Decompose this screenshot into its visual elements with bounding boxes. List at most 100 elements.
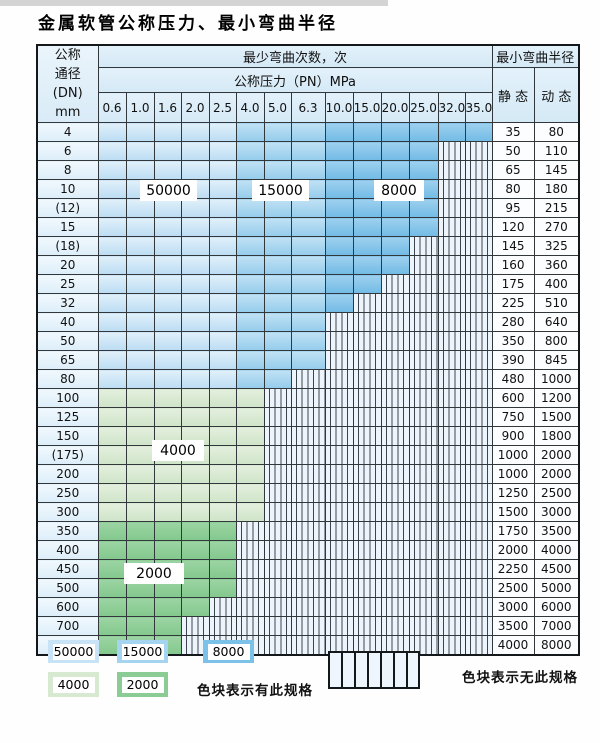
cycles-cell-15000 xyxy=(235,141,265,161)
cycles-cell-50000 xyxy=(180,122,210,142)
cycles-cell-4000 xyxy=(125,502,155,522)
dn-cell: (12) xyxy=(36,198,99,218)
cycles-cell-50000 xyxy=(125,160,155,180)
cycles-cell-15000 xyxy=(290,331,326,351)
no-spec-cell xyxy=(437,217,466,237)
no-spec-cell xyxy=(324,559,354,579)
cycles-cell-8000 xyxy=(352,122,382,142)
cycles-cell-50000 xyxy=(125,122,155,142)
no-spec-cell xyxy=(290,616,326,636)
table-row-dn-125: 125 750 1500 xyxy=(36,407,580,427)
no-spec-cell xyxy=(437,445,466,465)
no-spec-cell xyxy=(408,293,439,313)
dn-cell: (18) xyxy=(36,236,99,256)
table-row-dn-32: 32 225 510 xyxy=(36,293,580,313)
pressure-tick-15.0: 15.0 xyxy=(352,92,382,123)
cycles-cell-50000 xyxy=(180,141,210,161)
cycles-cell-2000 xyxy=(97,521,127,541)
static-radius-cell: 2000 xyxy=(491,540,535,560)
cycles-cell-4000 xyxy=(97,483,127,503)
no-spec-cell xyxy=(352,312,382,332)
no-spec-cell xyxy=(464,597,493,617)
dn-cell: (175) xyxy=(36,445,99,465)
pressure-tick-1.6: 1.6 xyxy=(153,92,182,123)
cycles-cell-50000 xyxy=(125,331,155,351)
no-spec-cell xyxy=(208,597,237,617)
pressure-tick-35.0: 35.0 xyxy=(464,92,493,123)
no-spec-cell xyxy=(464,578,493,598)
dn-cell: 15 xyxy=(36,217,99,237)
cycles-cell-2000 xyxy=(125,521,155,541)
static-radius-cell: 600 xyxy=(491,388,535,408)
cycles-cell-2000 xyxy=(180,540,210,560)
cycles-cell-8000 xyxy=(408,141,439,161)
zone-label-50000: 50000 xyxy=(140,180,197,201)
cycles-cell-50000 xyxy=(97,179,127,199)
no-spec-cell xyxy=(437,255,466,275)
cycles-cell-4000 xyxy=(180,483,210,503)
dynamic-radius-cell: 4500 xyxy=(533,559,580,579)
cycles-cell-15000 xyxy=(235,274,265,294)
pressure-tick-10.0: 10.0 xyxy=(324,92,354,123)
cycles-cell-50000 xyxy=(180,369,210,389)
cycles-cell-50000 xyxy=(125,198,155,218)
cycles-cell-50000 xyxy=(180,312,210,332)
dn-cell: 8 xyxy=(36,160,99,180)
static-radius-cell: 1750 xyxy=(491,521,535,541)
no-spec-cell xyxy=(464,312,493,332)
no-spec-cell xyxy=(437,198,466,218)
no-spec-cell xyxy=(408,350,439,370)
cycles-cell-50000 xyxy=(153,198,182,218)
no-spec-cell xyxy=(408,388,439,408)
no-spec-cell xyxy=(290,635,326,656)
legend-swatch-8000: 8000 xyxy=(203,640,254,663)
no-spec-cell xyxy=(464,236,493,256)
no-spec-cell xyxy=(464,407,493,427)
cycles-cell-50000 xyxy=(180,198,210,218)
pressure-tick-4.0: 4.0 xyxy=(235,92,265,123)
cycles-cell-8000 xyxy=(324,198,354,218)
dn-cell: 600 xyxy=(36,597,99,617)
static-radius-cell: 1000 xyxy=(491,445,535,465)
no-spec-cell xyxy=(408,635,439,656)
no-spec-cell xyxy=(324,312,354,332)
no-spec-cell xyxy=(263,483,292,503)
no-spec-cell xyxy=(380,312,410,332)
dn-header-line1: 公称 xyxy=(54,48,81,63)
no-spec-cell xyxy=(408,578,439,598)
table-row-dn-12: (12) 95 215 xyxy=(36,198,580,218)
no-spec-cell xyxy=(263,635,292,656)
dynamic-radius-cell: 360 xyxy=(533,255,580,275)
cycles-cell-4000 xyxy=(208,502,237,522)
cycles-cell-4000 xyxy=(235,464,265,484)
no-spec-cell xyxy=(380,274,410,294)
dn-cell: 250 xyxy=(36,483,99,503)
cycles-cell-50000 xyxy=(180,160,210,180)
table-row-dn-500: 500 2500 5000 xyxy=(36,578,580,598)
no-spec-cell xyxy=(408,236,439,256)
cycles-cell-4000 xyxy=(208,464,237,484)
cycles-cell-4000 xyxy=(125,388,155,408)
cycles-cell-15000 xyxy=(290,236,326,256)
table-row-dn-150: 150 900 1800 xyxy=(36,426,580,446)
static-radius-cell: 145 xyxy=(491,236,535,256)
no-spec-cell xyxy=(352,597,382,617)
dn-cell: 450 xyxy=(36,559,99,579)
cycles-cell-15000 xyxy=(290,350,326,370)
dn-cell: 350 xyxy=(36,521,99,541)
no-spec-cell xyxy=(408,407,439,427)
legend-no-spec-swatch xyxy=(328,651,420,689)
static-radius-cell: 80 xyxy=(491,179,535,199)
no-spec-cell xyxy=(324,578,354,598)
cycles-cell-50000 xyxy=(97,122,127,142)
no-spec-cell xyxy=(464,293,493,313)
cycles-cell-4000 xyxy=(208,483,237,503)
cycles-cell-8000 xyxy=(380,160,410,180)
dn-header-line3: (DN) xyxy=(52,86,83,101)
cycles-cell-50000 xyxy=(208,274,237,294)
table-row-dn-250: 250 1250 2500 xyxy=(36,483,580,503)
cycles-cell-2000 xyxy=(125,597,155,617)
table-row-dn-450: 450 2250 4500 xyxy=(36,559,580,579)
legend-no-spec-text: 色块表示无此规格 xyxy=(462,670,578,686)
no-spec-cell xyxy=(437,635,466,656)
